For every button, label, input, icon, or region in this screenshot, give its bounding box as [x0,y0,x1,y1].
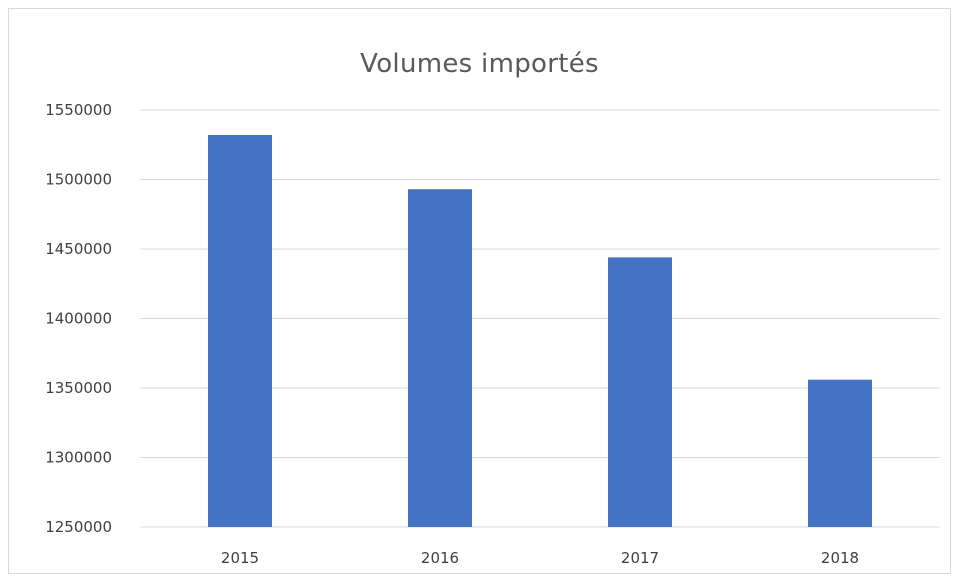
x-tick-label: 2017 [621,549,659,567]
x-tick-label: 2016 [421,549,459,567]
y-tick-label: 1500000 [45,171,112,189]
y-tick-label: 1350000 [45,379,112,397]
y-tick-label: 1400000 [45,310,112,328]
x-tick-label: 2018 [821,549,859,567]
chart-title: Volumes importés [360,49,599,79]
bar-2017 [608,257,672,527]
y-tick-label: 1450000 [45,240,112,258]
chart-frame: Volumes importés [8,8,951,574]
bar-2016 [408,189,472,528]
y-tick-label: 1250000 [45,518,112,536]
y-tick-label: 1300000 [45,449,112,467]
bar-2018 [808,379,872,527]
y-tick-label: 1550000 [45,101,112,119]
bar-2015 [208,135,272,527]
x-tick-label: 2015 [221,549,259,567]
